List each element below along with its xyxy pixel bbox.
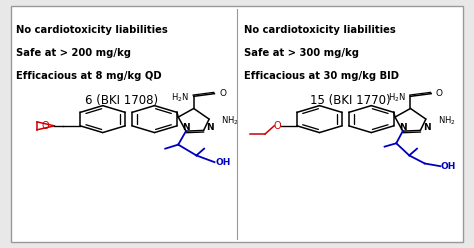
Text: 6 (BKI 1708): 6 (BKI 1708) [85,94,158,107]
Text: O: O [273,121,281,131]
Text: 15 (BKI 1770): 15 (BKI 1770) [310,94,391,107]
Text: Safe at > 300 mg/kg: Safe at > 300 mg/kg [244,48,359,58]
Text: O: O [436,89,443,98]
Text: No cardiotoxicity liabilities: No cardiotoxicity liabilities [244,25,396,34]
Text: OH: OH [441,162,456,171]
Text: H$_2$N: H$_2$N [388,92,406,104]
Text: N: N [206,123,214,132]
Text: O: O [219,89,226,98]
Text: O: O [41,121,49,131]
Text: NH$_2$: NH$_2$ [438,114,455,126]
Text: No cardiotoxicity liabilities: No cardiotoxicity liabilities [16,25,167,34]
Text: NH$_2$: NH$_2$ [221,114,238,126]
Text: Safe at > 200 mg/kg: Safe at > 200 mg/kg [16,48,130,58]
Text: Efficacious at 30 mg/kg BID: Efficacious at 30 mg/kg BID [244,71,399,81]
Text: Efficacious at 8 mg/kg QD: Efficacious at 8 mg/kg QD [16,71,161,81]
Text: N: N [182,123,190,132]
Text: OH: OH [215,158,230,167]
Text: N: N [423,123,430,132]
FancyBboxPatch shape [11,6,463,242]
Text: N: N [399,123,407,132]
Text: H$_2$N: H$_2$N [171,92,189,104]
